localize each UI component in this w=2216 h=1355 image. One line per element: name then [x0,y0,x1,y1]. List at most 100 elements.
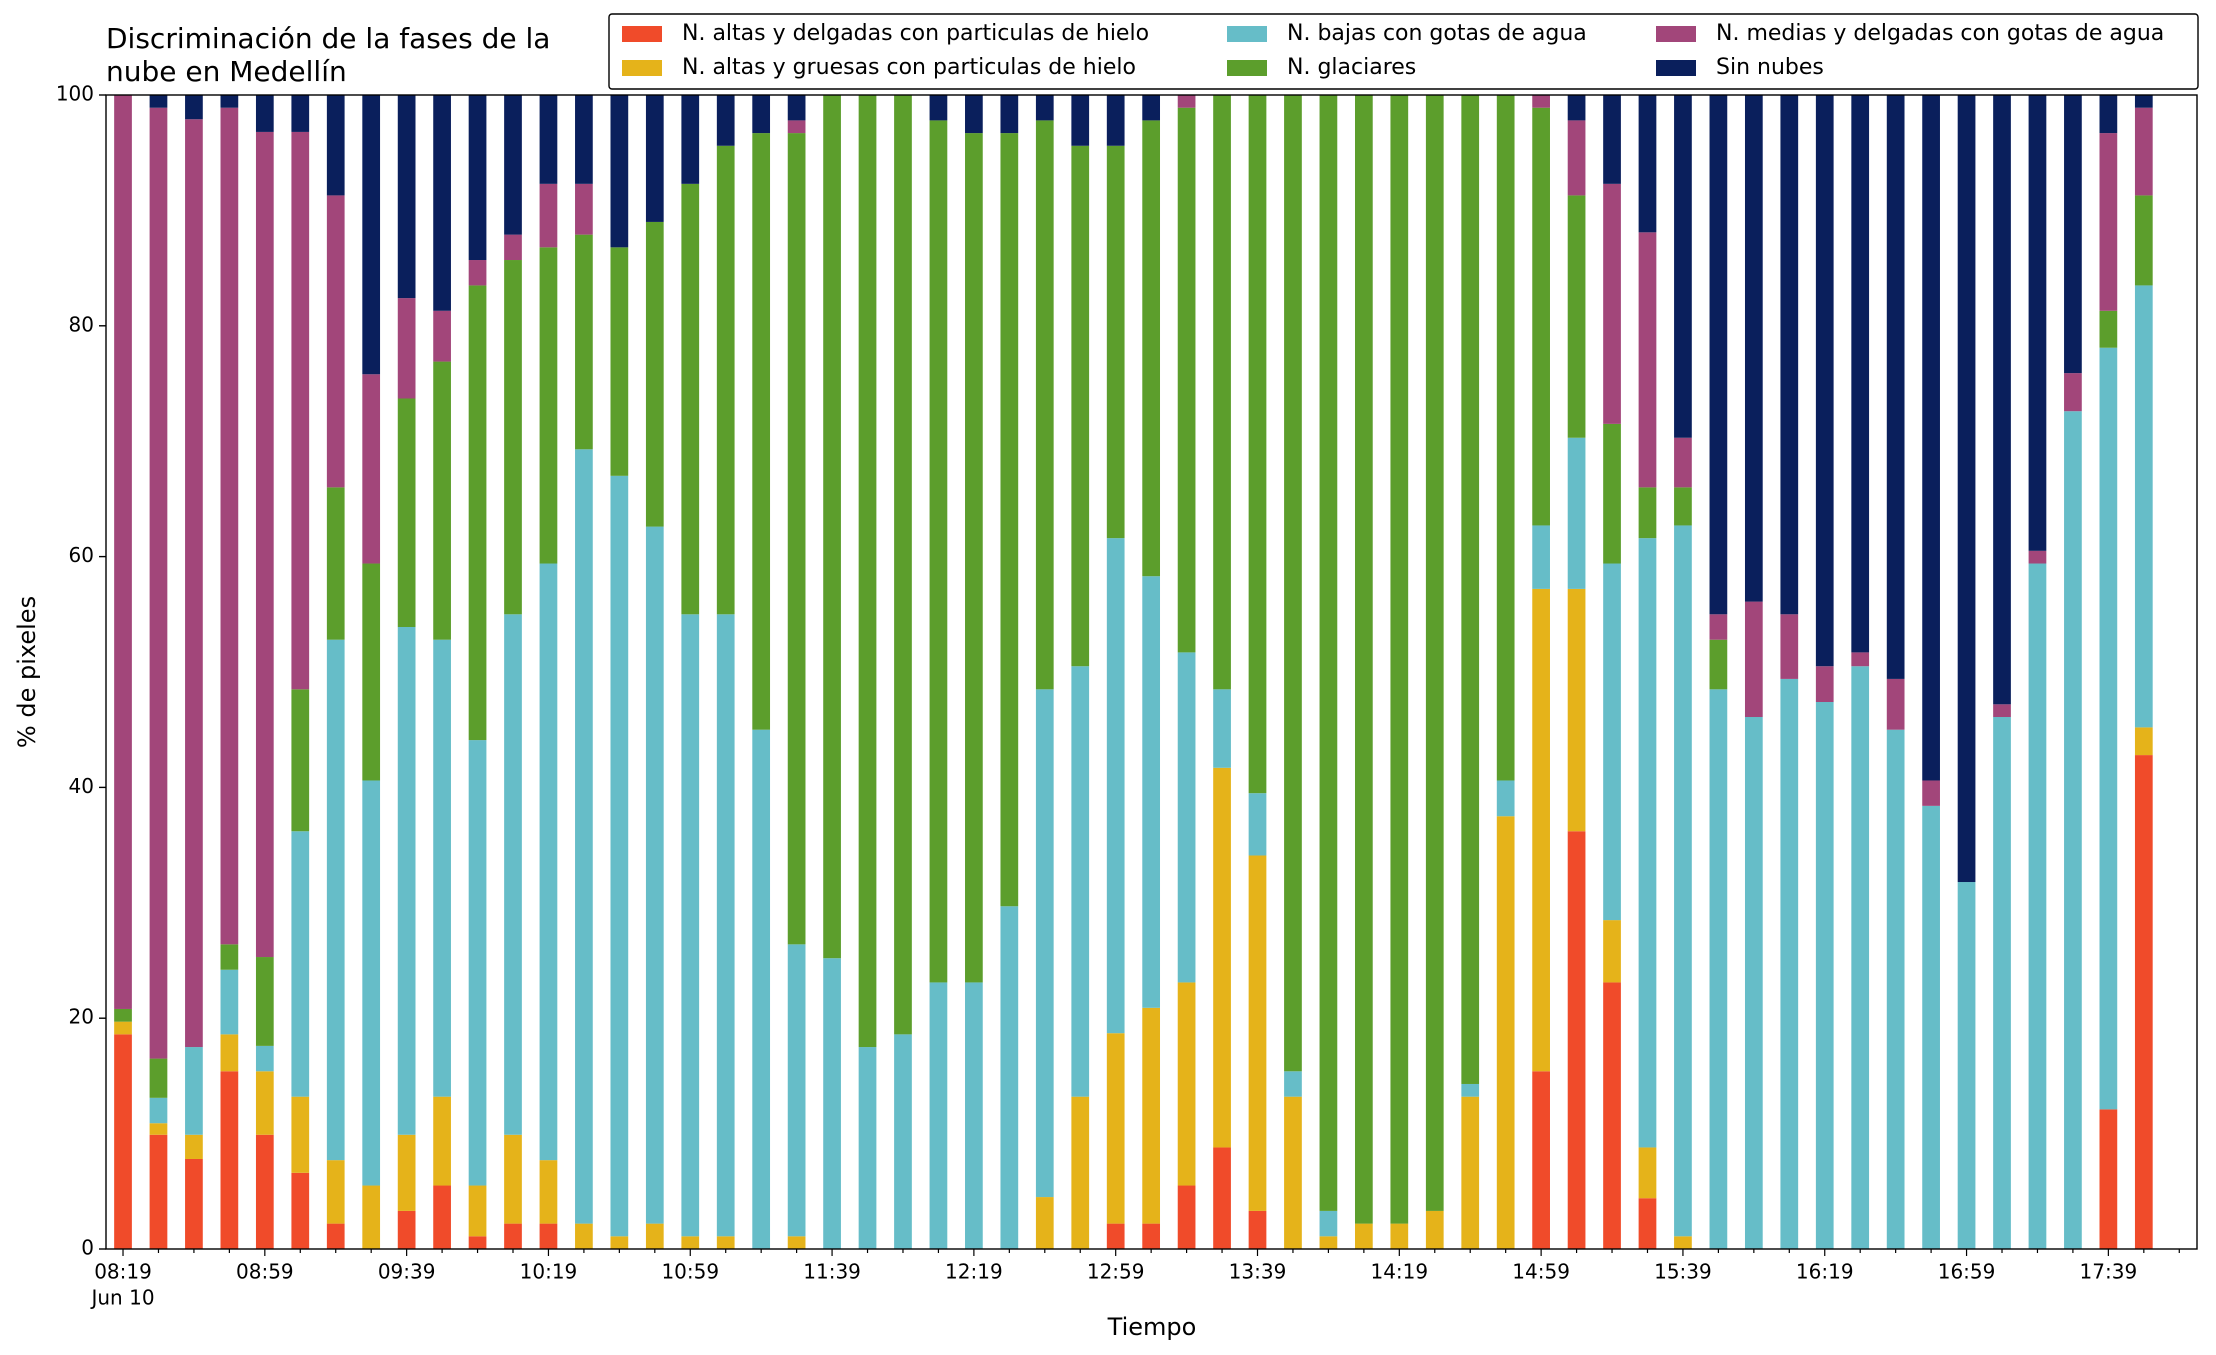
bar-segment [1035,120,1054,690]
bar-segment [468,95,487,261]
bar-segment [255,1134,274,1249]
bar-segment [539,95,558,184]
bar-segment [1567,437,1586,589]
bar-segment [575,449,593,1224]
bar-segment [787,1236,806,1249]
bar-segment [1425,95,1444,1211]
bar-segment [1638,1147,1657,1199]
bar-segment [1142,1223,1161,1249]
bar-segment [610,1236,629,1249]
bar-segment [1780,614,1799,679]
bar-segment [1248,855,1267,1211]
bar-segment [1142,120,1161,577]
chart-title: Discriminación de la fases de la [106,22,550,55]
bar-segment [716,145,735,615]
bar-segment [1425,1210,1444,1249]
bar-segment [1567,95,1586,121]
bar-segment [1993,704,2011,718]
bar-segment [1461,1096,1480,1249]
bar-segment [1284,1096,1302,1249]
chart-title: nube en Medellín [106,55,347,88]
bar-segment [1461,1083,1480,1097]
bar-segment [291,1096,310,1173]
bar-segment [645,221,664,527]
bar-segment [397,1134,416,1211]
bar-segment [1000,906,1019,1249]
bar-segment [1142,576,1161,1008]
bar-segment [1709,689,1728,1249]
bar-segment [539,247,558,564]
bar-segment [1567,195,1586,438]
x-tick-label: 08:59 [236,1260,294,1284]
bar-segment [1886,95,1905,679]
bar-segment [787,95,806,121]
bar-segment [1674,95,1692,438]
bar-segment [326,1160,345,1224]
bar-segment [326,1223,345,1249]
x-tick-label: 13:39 [1229,1260,1287,1284]
bar-segment [2099,95,2118,134]
bar-segment [1603,423,1621,564]
bar-segment [1106,1033,1125,1224]
bar-segment [220,969,239,1035]
bar-segment [1638,538,1657,1148]
x-tick-label: 17:39 [2080,1260,2138,1284]
bar-segment [149,1097,168,1124]
bar-segment [255,131,274,958]
x-tick-label: 12:19 [945,1260,1003,1284]
legend-swatch [622,26,662,42]
bar-segment [2134,195,2153,286]
bar-segment [433,639,451,1097]
bar-segment [2028,95,2047,551]
bar-segment [965,95,983,134]
bar-segment [2064,95,2082,374]
bar-segment [1674,487,1692,526]
bar-segment [291,1172,310,1249]
bar-segment [433,310,451,362]
bar-segment [433,1185,451,1249]
bar-segment [2099,133,2118,311]
bar-segment [362,95,381,375]
bar-segment [1461,95,1480,1084]
bar-segment [1284,95,1302,1072]
bar-segment [2134,107,2153,196]
bar-segment [539,1160,558,1224]
bar-segment [1744,95,1763,602]
bar-segment [1603,563,1621,921]
bar-segment [1603,183,1621,424]
bar-segment [149,1058,168,1098]
bar-segment [1354,95,1373,1224]
bar-segment [1603,920,1621,983]
legend-label: N. bajas con gotas de agua [1287,21,1587,46]
bar-segment [787,944,806,1237]
bar-segment [397,398,416,627]
bar-segment [1780,678,1799,1249]
bar-segment [1177,107,1196,653]
bar-segment [326,487,345,640]
bar-segment [185,95,203,120]
bar-segment [681,614,700,1237]
bar-segment [1993,717,2011,1249]
bar-segment [894,1034,912,1249]
x-tick-label: 14:59 [1512,1260,1570,1284]
bar-segment [716,95,735,146]
legend-label: N. glaciares [1287,55,1416,80]
bar-segment [539,183,558,248]
bar-segment [1319,1236,1338,1249]
bar-segment [1851,95,1870,653]
bar-segment [362,563,381,781]
bar-segment [1638,232,1657,488]
bar-segment [1071,145,1090,667]
bar-segment [610,95,629,248]
x-tick-label: 16:59 [1938,1260,1996,1284]
bar-segment [114,1034,132,1249]
x-tick-label: 08:19 [94,1260,152,1284]
bar-segment [255,957,274,1046]
bar-segment [255,95,274,132]
x-axis-label: Tiempo [1107,1313,1197,1341]
bar-segment [1886,678,1905,730]
bar-segment [397,298,416,399]
bar-segment [823,95,841,959]
bar-segment [1922,780,1940,806]
